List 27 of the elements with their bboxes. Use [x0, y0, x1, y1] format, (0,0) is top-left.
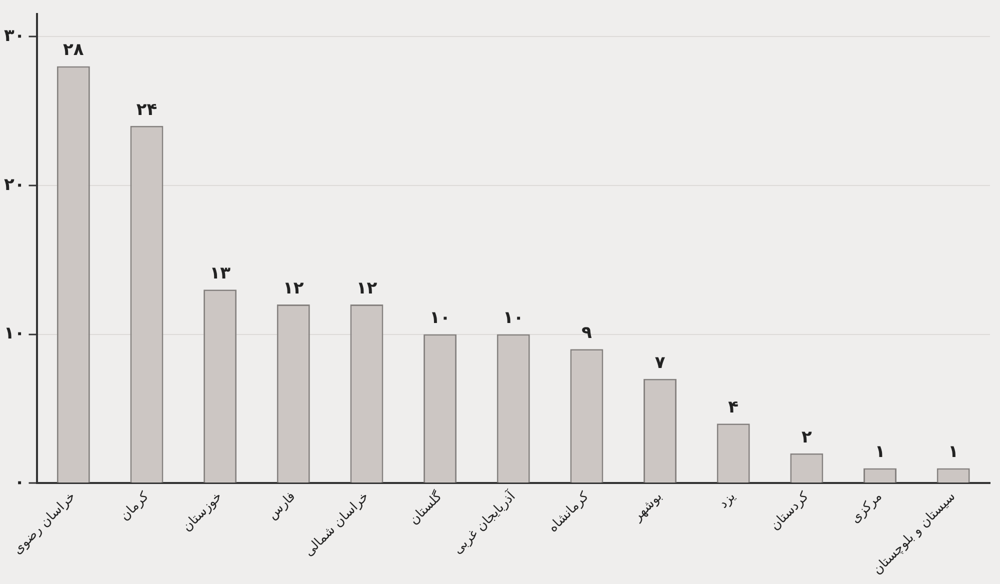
data-label: ۱۰	[502, 308, 524, 328]
x-tick-label: فارس	[265, 489, 299, 523]
x-tick-label: آذربایجان غربی	[449, 486, 520, 558]
x-tick-label: کرمان	[117, 488, 153, 524]
x-tick-label: گلستان	[406, 488, 446, 528]
x-tick-label: خراسان شمالی	[302, 489, 372, 560]
x-tick-label: یزد	[716, 488, 739, 512]
data-label: ۱۲	[283, 278, 304, 298]
x-tick-label: مرکزی	[848, 489, 886, 527]
data-label: ۱	[948, 442, 959, 462]
x-tick-label: کرمانشاه	[546, 488, 592, 536]
data-label: ۱۰	[430, 308, 450, 328]
y-tick-label: ۳۰	[4, 26, 25, 46]
data-label: ۴	[728, 398, 739, 418]
data-label: ۷	[654, 352, 666, 373]
x-tick-label: بوشهر	[630, 489, 666, 525]
data-label: ۲۴	[136, 100, 158, 120]
y-tick-label: ۱۰	[4, 324, 25, 344]
data-label: ۲	[801, 427, 812, 448]
data-label: ۲۸	[63, 40, 84, 60]
data-label: ۹	[582, 323, 593, 344]
x-tick-label: کردستان	[768, 488, 812, 534]
data-label: ۱۳	[210, 264, 232, 284]
x-tick-label: خوزستان	[180, 489, 226, 535]
data-label: ۱۲	[356, 278, 378, 298]
data-label: ۱	[874, 442, 886, 462]
y-tick-label: ۲۰	[4, 174, 25, 195]
